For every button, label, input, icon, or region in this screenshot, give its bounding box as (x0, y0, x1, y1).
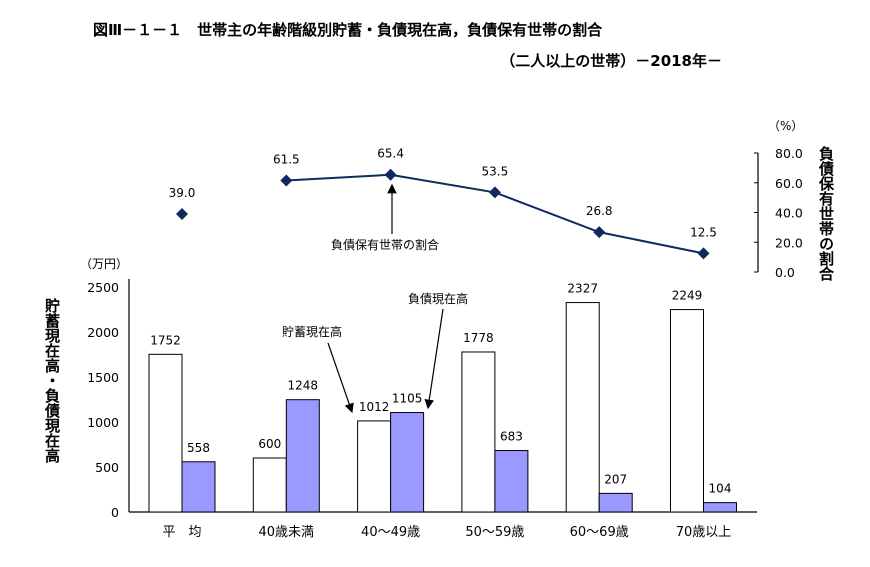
debt-bar (703, 502, 737, 513)
ratio-marker (176, 207, 188, 220)
ratio-marker (488, 186, 501, 199)
ratio-value-label: 12.5 (690, 225, 717, 239)
savings-bar (670, 309, 704, 513)
chart-title: 図Ⅲ－１－１ 世帯主の年齢階級別貯蓄・負債現在高，負債保有世帯の割合 (93, 21, 603, 39)
left-axis-tick-label: 0 (111, 505, 119, 520)
annotation-savings-arrow (327, 342, 354, 414)
annotation-debt-arrow (424, 308, 444, 410)
debt-bar (598, 492, 633, 513)
category-label: 50～59歳 (465, 525, 524, 540)
right-axis-tick-label: 20.0 (775, 235, 803, 250)
ratio-value-label: 65.4 (377, 147, 404, 161)
category-label: 70歳以上 (676, 525, 732, 540)
right-axis-tick-label: 60.0 (775, 176, 803, 191)
savings-value-label: 1012 (359, 400, 390, 414)
debt-bar (181, 461, 216, 513)
category-label: 平 均 (162, 525, 201, 540)
chart-subtitle: （二人以上の世帯）－2018年－ (500, 52, 722, 70)
ratio-value-label: 61.5 (273, 153, 300, 167)
savings-bar (252, 457, 287, 513)
debt-value-label: 1248 (288, 379, 319, 393)
category-label: 60～69歳 (570, 525, 629, 540)
debt-bar (285, 399, 320, 513)
debt-bar (390, 412, 425, 513)
debt-bar (494, 450, 529, 513)
left-axis-unit: （万円） (80, 257, 128, 271)
left-axis-tick-label: 1500 (87, 370, 119, 385)
right-axis-tick-label: 80.0 (775, 146, 803, 161)
debt-value-label: 558 (187, 441, 210, 455)
ratio-marker (280, 174, 293, 187)
savings-value-label: 1778 (463, 331, 494, 345)
savings-bar (565, 302, 600, 513)
ratio-value-label: 26.8 (586, 204, 613, 218)
left-axis-title: 貯蓄現在高・負債現在高 (43, 297, 61, 464)
annotation-debt: 負債現在高 (408, 291, 468, 306)
debt-value-label: 683 (500, 430, 523, 444)
debt-value-label: 104 (709, 482, 732, 496)
ratio-marker (593, 226, 606, 239)
category-label: 40～49歳 (361, 525, 420, 540)
right-axis-unit: （%） (768, 119, 803, 133)
left-axis-tick-label: 500 (95, 460, 119, 475)
ratio-value-label: 53.5 (482, 164, 509, 178)
left-axis-tick-label: 1000 (87, 415, 119, 430)
right-axis-title: 負債保有世帯の割合 (817, 145, 835, 282)
ratio-marker (697, 247, 710, 260)
annotation-ratio: 負債保有世帯の割合 (331, 237, 439, 252)
left-axis-tick-label: 2000 (87, 325, 119, 340)
savings-bar (148, 353, 183, 513)
annotation-savings: 貯蓄現在高 (282, 324, 342, 339)
savings-bar (461, 351, 496, 513)
debt-value-label: 207 (604, 472, 627, 486)
right-axis-tick-label: 0.0 (775, 265, 795, 280)
savings-value-label: 2249 (672, 289, 703, 303)
category-label: 40歳未満 (259, 525, 315, 540)
savings-value-label: 1752 (150, 333, 181, 347)
savings-bar (357, 420, 392, 513)
savings-value-label: 2327 (567, 282, 598, 296)
savings-value-label: 600 (258, 437, 281, 451)
right-axis-tick-label: 40.0 (775, 206, 803, 221)
debt-value-label: 1105 (392, 392, 423, 406)
ratio-marker (384, 168, 397, 181)
ratio-value-label: 39.0 (169, 186, 196, 200)
left-axis-tick-label: 2500 (87, 280, 119, 295)
